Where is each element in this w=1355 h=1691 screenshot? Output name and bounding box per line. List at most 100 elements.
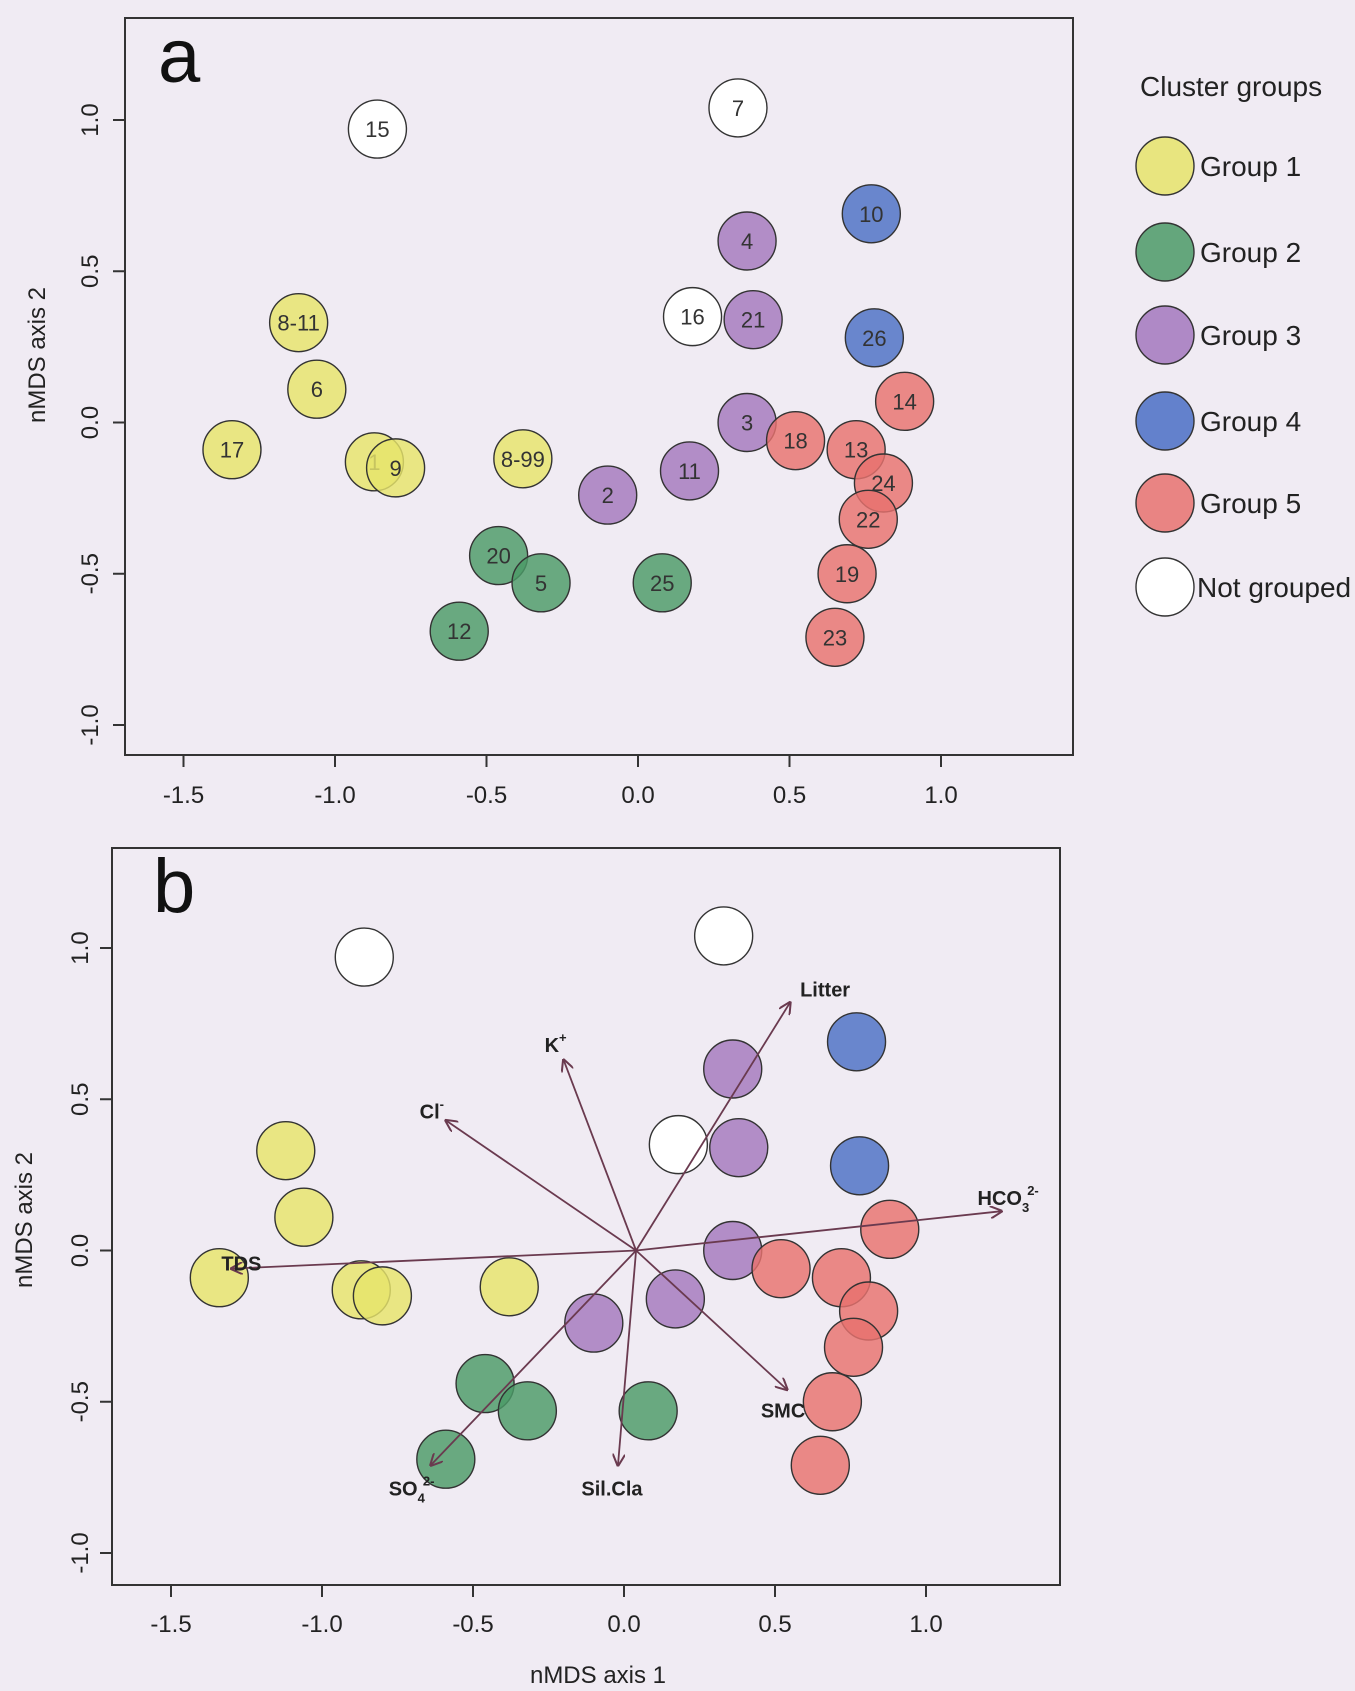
data-point-label: 5	[535, 571, 547, 596]
data-point-marker	[751, 1238, 811, 1299]
x-tick-label: 0.0	[607, 1611, 640, 1638]
data-point-marker	[468, 525, 529, 586]
env-vector-arrow	[635, 1002, 790, 1251]
legend-items: Group 1 Group 2 Group 3 Group 4 Group 5 Not g…	[1135, 136, 1351, 617]
legend-label: Group 2	[1200, 237, 1301, 268]
legend-swatch	[1135, 473, 1195, 533]
y-tick-label: 1.0	[77, 103, 104, 136]
data-point-label: 2	[602, 483, 614, 508]
env-vector-label: TDS	[221, 1254, 261, 1276]
data-point-marker	[287, 359, 347, 419]
data-point-marker	[334, 927, 394, 987]
x-axis-title-b: nMDS axis 1	[530, 1662, 666, 1689]
data-point-label: 17	[220, 438, 244, 463]
data-point-marker	[703, 1039, 763, 1099]
env-vector-label: Litter	[800, 979, 850, 1001]
y-tick-label: 0.0	[77, 406, 104, 439]
axes-a: -1.5 -1.0 -0.5 0.0 0.5 1.0 -1.0 -0.5 0.0 0.5 1.0	[77, 103, 958, 809]
data-point-marker	[648, 1114, 709, 1175]
data-point-marker	[659, 441, 720, 501]
data-point-label: 11	[678, 459, 701, 484]
data-point-label: 8-11	[277, 311, 319, 336]
data-point-marker	[844, 308, 905, 368]
y-tick-label: -1.0	[67, 1532, 94, 1573]
data-point-marker	[202, 420, 262, 480]
axes-b: -1.5 -1.0 -0.5 0.0 0.5 1.0 -1.0 -0.5 0.0 0.5 1.0	[67, 931, 943, 1638]
data-point-marker	[662, 286, 723, 347]
data-point-label: 20	[486, 544, 510, 569]
data-point-marker	[693, 906, 754, 966]
data-point-marker	[479, 1257, 539, 1317]
data-point-label: 18	[783, 429, 807, 454]
data-point-label: 22	[856, 507, 880, 532]
data-point-label: 23	[823, 625, 847, 650]
x-tick-label: -0.5	[466, 782, 507, 809]
legend-label: Group 1	[1200, 151, 1301, 182]
y-tick-label: 0.5	[67, 1083, 94, 1116]
env-vector-arrow	[231, 1249, 637, 1269]
data-point-marker	[429, 601, 489, 661]
data-point-marker	[790, 1435, 850, 1495]
plot-frame-a	[124, 17, 1074, 756]
data-point-label: 8-99	[501, 447, 545, 472]
legend-label: Not grouped	[1197, 572, 1351, 603]
data-point-marker	[352, 1266, 413, 1326]
legend-label: Group 5	[1200, 488, 1301, 519]
data-point-marker	[455, 1353, 515, 1414]
legend-title: Cluster groups	[1140, 71, 1322, 102]
legend-swatch	[1135, 557, 1195, 617]
x-tick-label: 0.5	[758, 1611, 791, 1638]
data-point-marker	[365, 438, 426, 498]
points-a: 1571041621268-116143181317198-9911242222…	[202, 78, 935, 667]
data-point-marker	[717, 211, 777, 271]
data-point-marker	[874, 371, 935, 432]
x-tick-label: 1.0	[909, 1611, 942, 1638]
y-axis-title-b: nMDS axis 2	[11, 1152, 38, 1288]
legend-label: Group 3	[1200, 320, 1301, 351]
env-vector-arrow	[635, 1249, 787, 1390]
data-point-marker	[564, 1293, 624, 1353]
legend-swatch	[1135, 305, 1195, 365]
data-point-marker	[645, 1269, 706, 1329]
data-point-marker	[511, 553, 571, 613]
data-point-marker	[497, 1381, 558, 1441]
data-point-marker	[805, 607, 865, 667]
data-point-marker	[416, 1429, 476, 1489]
y-tick-label: 0.5	[77, 255, 104, 288]
data-point-label: 25	[650, 571, 674, 596]
data-point-label: 6	[311, 377, 323, 402]
data-point-label: 14	[892, 389, 916, 414]
plot-frame-b	[111, 847, 1061, 1586]
data-point-marker	[347, 99, 408, 159]
x-tick-label: 0.0	[621, 782, 654, 809]
data-point-label: 15	[365, 117, 389, 142]
y-tick-label: -0.5	[77, 553, 104, 594]
data-point-label: 19	[835, 562, 859, 587]
data-point-label: 10	[859, 202, 883, 227]
env-vector-arrow	[446, 1120, 637, 1252]
panel-letter-b: b	[153, 844, 195, 929]
x-tick-label: 0.5	[773, 782, 806, 809]
x-tick-label: 1.0	[924, 782, 957, 809]
env-vector-arrow	[618, 1250, 637, 1466]
data-point-label: 7	[732, 96, 744, 121]
legend-swatch	[1135, 391, 1195, 451]
data-point-label: 4	[741, 229, 753, 254]
env-vector-label: Sil.Cla	[581, 1478, 643, 1500]
data-point-marker	[838, 489, 898, 549]
env-vector-arrow	[431, 1249, 637, 1466]
data-point-label: 21	[741, 308, 765, 333]
data-point-label: 12	[447, 619, 471, 644]
panel-a: a -1.5 -1.0 -0.5 0.0 0.5 1.0 -1.0 -0.5 0.0 0.5 1.0…	[24, 14, 1074, 809]
data-point-label: 26	[862, 326, 886, 351]
legend-label: Group 4	[1200, 406, 1301, 437]
data-point-marker	[709, 1117, 769, 1178]
env-vector-label: SO42-	[389, 1473, 435, 1505]
y-tick-label: -1.0	[77, 704, 104, 745]
y-tick-label: 0.0	[67, 1234, 94, 1267]
data-point-marker	[618, 1381, 678, 1441]
data-point-marker	[256, 1120, 316, 1181]
env-vector-label: HCO32-	[978, 1183, 1039, 1215]
